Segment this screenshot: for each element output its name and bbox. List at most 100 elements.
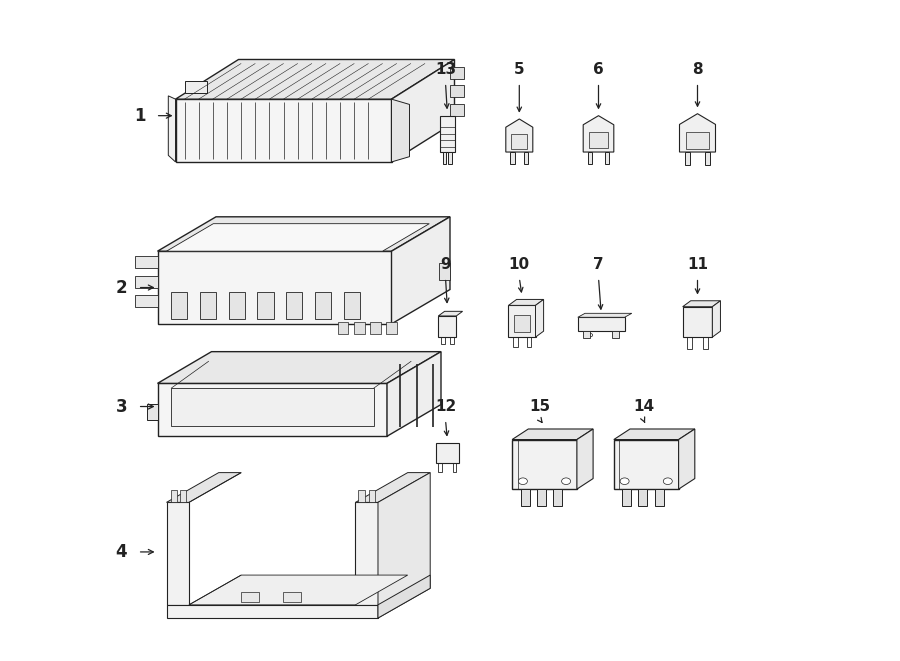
Polygon shape: [506, 119, 533, 152]
Polygon shape: [520, 489, 529, 506]
Polygon shape: [166, 605, 378, 618]
Bar: [524, 152, 528, 164]
Bar: [704, 337, 707, 349]
Bar: [526, 337, 531, 347]
Text: 10: 10: [508, 257, 530, 272]
Polygon shape: [614, 429, 695, 440]
Polygon shape: [622, 489, 631, 506]
Bar: [450, 104, 464, 116]
Bar: [583, 330, 590, 338]
Text: 6: 6: [593, 62, 604, 77]
Polygon shape: [578, 317, 625, 330]
Bar: [450, 85, 464, 97]
Polygon shape: [135, 276, 158, 288]
Bar: [511, 134, 527, 149]
Polygon shape: [166, 502, 189, 605]
Polygon shape: [512, 440, 577, 489]
Polygon shape: [536, 489, 545, 506]
Polygon shape: [158, 383, 387, 436]
Polygon shape: [436, 443, 459, 463]
Bar: [514, 315, 530, 332]
Polygon shape: [577, 429, 593, 489]
Bar: [513, 337, 518, 347]
Circle shape: [562, 478, 571, 485]
Circle shape: [518, 478, 527, 485]
Polygon shape: [680, 114, 716, 152]
Polygon shape: [166, 223, 429, 251]
Polygon shape: [614, 440, 679, 489]
Polygon shape: [166, 473, 241, 502]
Polygon shape: [438, 316, 456, 337]
Bar: [315, 292, 331, 319]
Bar: [386, 322, 397, 334]
Circle shape: [620, 478, 629, 485]
Text: 8: 8: [692, 62, 703, 77]
Bar: [370, 322, 381, 334]
Polygon shape: [553, 489, 562, 506]
Polygon shape: [683, 307, 713, 337]
Polygon shape: [508, 305, 536, 337]
Polygon shape: [378, 575, 430, 618]
Bar: [229, 292, 245, 319]
Polygon shape: [392, 217, 450, 324]
Bar: [344, 292, 360, 319]
Circle shape: [663, 478, 672, 485]
Bar: [171, 292, 187, 319]
Ellipse shape: [589, 334, 592, 336]
Text: 13: 13: [435, 62, 456, 77]
Bar: [240, 592, 258, 602]
Bar: [171, 490, 177, 502]
Bar: [448, 152, 452, 164]
Polygon shape: [438, 311, 463, 316]
Polygon shape: [168, 96, 176, 162]
Polygon shape: [387, 352, 441, 436]
Bar: [443, 152, 446, 164]
Bar: [686, 132, 709, 149]
Bar: [338, 322, 348, 334]
Bar: [438, 463, 442, 472]
Bar: [200, 292, 216, 319]
Bar: [441, 337, 445, 344]
Polygon shape: [158, 251, 392, 324]
Text: 15: 15: [529, 399, 551, 414]
Bar: [612, 330, 619, 338]
Polygon shape: [158, 217, 450, 251]
Polygon shape: [135, 256, 158, 268]
Polygon shape: [189, 575, 408, 605]
Polygon shape: [356, 502, 378, 605]
Bar: [354, 322, 364, 334]
Polygon shape: [356, 473, 430, 502]
Bar: [453, 463, 456, 472]
Bar: [685, 152, 690, 165]
Text: 9: 9: [440, 257, 451, 272]
Polygon shape: [679, 429, 695, 489]
Bar: [283, 592, 301, 602]
Bar: [510, 152, 515, 164]
Bar: [589, 132, 608, 148]
Text: 1: 1: [134, 106, 145, 125]
Polygon shape: [135, 295, 158, 307]
Bar: [450, 67, 464, 79]
Polygon shape: [440, 116, 454, 152]
Polygon shape: [392, 99, 410, 162]
Polygon shape: [176, 59, 454, 99]
Text: 3: 3: [116, 397, 127, 416]
Ellipse shape: [614, 334, 617, 336]
Polygon shape: [158, 352, 441, 383]
Polygon shape: [578, 313, 632, 317]
Polygon shape: [512, 429, 593, 440]
Polygon shape: [654, 489, 663, 506]
Bar: [180, 490, 186, 502]
Polygon shape: [713, 301, 721, 337]
Bar: [439, 263, 450, 280]
Text: 14: 14: [633, 399, 654, 414]
Bar: [147, 404, 158, 420]
Bar: [688, 337, 692, 349]
Text: 5: 5: [514, 62, 525, 77]
Bar: [588, 152, 592, 164]
Bar: [358, 490, 365, 502]
Text: 4: 4: [116, 543, 127, 561]
Polygon shape: [508, 299, 544, 305]
Bar: [184, 81, 207, 93]
Polygon shape: [171, 388, 374, 426]
